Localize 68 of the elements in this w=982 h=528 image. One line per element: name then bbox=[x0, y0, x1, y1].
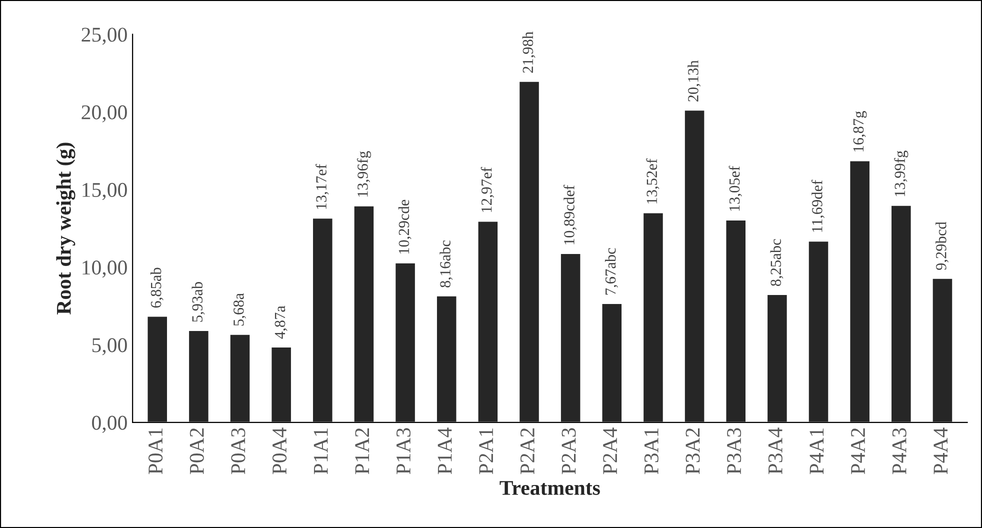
bar bbox=[312, 217, 334, 422]
data-label: 8,25abc bbox=[770, 239, 784, 286]
bar bbox=[848, 160, 871, 422]
x-tick-label: P0A3 bbox=[231, 428, 246, 474]
data-label: 8,16abc bbox=[440, 240, 453, 288]
bar bbox=[146, 315, 168, 422]
x-tick-label: P1A3 bbox=[396, 428, 411, 474]
x-tick-label: P2A4 bbox=[603, 428, 617, 474]
data-label: 6,85ab bbox=[150, 268, 164, 308]
y-tick-label: 25,00 bbox=[82, 28, 127, 45]
data-label: 13,99fg bbox=[894, 150, 908, 196]
data-label: 20,13h bbox=[688, 60, 701, 102]
data-label: 7,67abc bbox=[604, 248, 618, 295]
bar bbox=[766, 294, 788, 422]
bar bbox=[560, 252, 582, 422]
x-tick-label: P0A1 bbox=[148, 428, 163, 474]
data-label: 13,05ef bbox=[728, 166, 742, 211]
bar bbox=[270, 346, 292, 422]
y-tick-label: 20,00 bbox=[82, 105, 127, 122]
data-label: 12,97ef bbox=[480, 167, 494, 212]
y-tick-label: 5,00 bbox=[92, 338, 127, 356]
x-tick-label: P1A1 bbox=[314, 428, 328, 474]
bar bbox=[600, 302, 623, 422]
bar bbox=[394, 262, 416, 422]
data-label: 4,87a bbox=[274, 306, 288, 339]
data-label: 16,87g bbox=[853, 111, 867, 152]
x-tick-label: P3A4 bbox=[768, 428, 782, 474]
bar bbox=[476, 220, 499, 422]
bar bbox=[931, 277, 954, 422]
x-tick-label: P1A2 bbox=[355, 428, 369, 474]
y-tick-label: 0,00 bbox=[92, 416, 127, 433]
bar bbox=[724, 219, 747, 422]
x-tick-label: P3A2 bbox=[686, 428, 700, 474]
bar bbox=[188, 330, 210, 422]
bar bbox=[890, 204, 912, 422]
data-label: 10,89cdef bbox=[564, 184, 577, 244]
x-tick-label: P3A1 bbox=[644, 428, 658, 474]
x-tick-label: P1A4 bbox=[438, 428, 452, 474]
data-label: 13,96fg bbox=[356, 151, 371, 197]
data-label: 5,68a bbox=[234, 293, 246, 326]
x-tick-label: P2A2 bbox=[520, 428, 534, 474]
data-label: 13,52ef bbox=[646, 158, 660, 204]
x-tick-label: P4A3 bbox=[892, 428, 906, 474]
data-label: 10,29cde bbox=[398, 200, 412, 254]
bar bbox=[518, 80, 540, 422]
x-tick-label: P2A3 bbox=[562, 428, 576, 474]
x-tick-label: P3A3 bbox=[727, 428, 742, 474]
y-tick-label: 15,00 bbox=[82, 182, 127, 200]
x-tick-label: P2A1 bbox=[479, 428, 493, 474]
x-tick-label: P4A2 bbox=[851, 428, 865, 474]
x-tick-label: P0A2 bbox=[190, 428, 204, 474]
data-label: 13,17ef bbox=[316, 164, 329, 209]
x-tick-label: P4A4 bbox=[934, 428, 948, 474]
bar bbox=[684, 109, 706, 422]
bar bbox=[352, 205, 375, 422]
x-axis-title: Treatments bbox=[500, 481, 600, 495]
bar bbox=[807, 240, 830, 422]
x-tick-label: P0A4 bbox=[272, 428, 287, 474]
bar bbox=[642, 212, 664, 422]
y-tick-label: 10,00 bbox=[82, 260, 127, 278]
bar bbox=[228, 334, 252, 422]
bar bbox=[436, 295, 458, 422]
data-label: 21,98h bbox=[522, 32, 536, 73]
data-label: 9,29bcd bbox=[936, 222, 948, 270]
x-tick-label: P4A1 bbox=[810, 428, 824, 474]
y-axis-title: Root dry weight (g) bbox=[56, 142, 76, 315]
data-label: 5,93ab bbox=[192, 282, 205, 322]
data-label: 11,69def bbox=[811, 180, 825, 232]
